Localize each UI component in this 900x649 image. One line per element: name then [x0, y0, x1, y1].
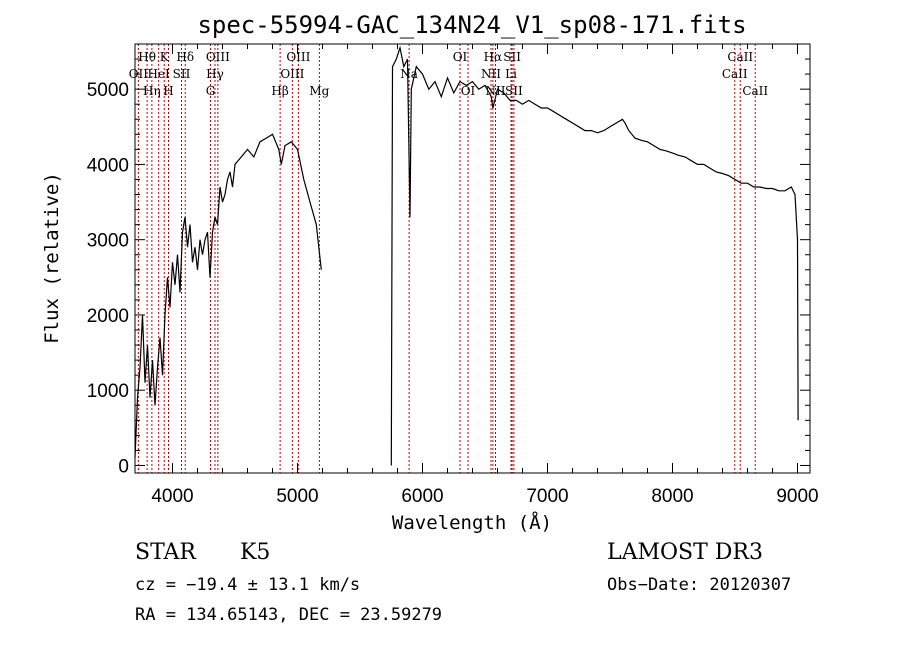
marker-label-15: NII [481, 67, 501, 81]
marker-label-19: H [163, 84, 173, 98]
spectrum-segment-0 [134, 133, 322, 458]
marker-label-25: SII [505, 84, 523, 98]
marker-label-6: Hα [484, 50, 503, 64]
x-tick-label: 5000 [276, 486, 318, 507]
x-axis-ticks: 4000 5000 6000 7000 8000 9000 [151, 44, 819, 507]
x-tick-label: 9000 [776, 486, 818, 507]
marker-label-17: CaII [722, 67, 748, 81]
marker-label-10: HeI [147, 67, 170, 81]
y-tick-label: 3000 [87, 231, 129, 252]
marker-label-11: SII [173, 67, 191, 81]
x-tick-label: 4000 [151, 486, 193, 507]
marker-label-0: Hθ [138, 50, 156, 64]
marker-label-13: OIII [280, 67, 304, 81]
marker-label-4: OIII [286, 50, 310, 64]
y-tick-label: 0 [118, 456, 129, 477]
marker-label-16: Li [505, 67, 517, 81]
marker-label-21: Hβ [271, 84, 288, 98]
redshift-text: cz = −19.4 ± 13.1 km/s [135, 575, 360, 595]
marker-label-20: G [206, 84, 216, 98]
x-tick-label: 8000 [651, 486, 693, 507]
x-axis-label: Wavelength (Å) [392, 511, 552, 534]
spectrum-segment-1 [390, 45, 799, 466]
y-tick-label: 5000 [87, 80, 129, 101]
x-tick-label: 6000 [401, 486, 443, 507]
coordinates-text: RA = 134.65143, DEC = 23.59279 [135, 605, 442, 625]
y-axis-ticks: 0 1000 2000 3000 4000 5000 [87, 58, 810, 477]
object-class: STAR [135, 540, 197, 565]
y-tick-label: 4000 [87, 155, 129, 176]
marker-label-3: OIII [206, 50, 230, 64]
y-axis-label: Flux (relative) [41, 172, 63, 344]
marker-label-2: Hδ [176, 50, 194, 64]
marker-label-5: OI [453, 50, 468, 64]
y-tick-label: 1000 [87, 381, 129, 402]
survey-name: LAMOST DR3 [607, 540, 763, 565]
emission-line-markers [137, 44, 756, 473]
marker-label-7: SII [503, 50, 521, 64]
marker-label-18: Hη [143, 84, 161, 98]
spectrum-series [134, 45, 799, 466]
marker-label-8: CaII [727, 50, 753, 64]
marker-label-23: OI [461, 84, 476, 98]
marker-label-26: CaII [742, 84, 768, 98]
marker-label-12: Hγ [206, 67, 224, 81]
marker-label-22: Mg [309, 84, 329, 98]
x-tick-label: 7000 [526, 486, 568, 507]
obs-date-text: Obs−Date: 20120307 [607, 575, 791, 595]
marker-label-1: K [160, 50, 170, 64]
chart-title: spec-55994-GAC_134N24_V1_sp08-171.fits [197, 11, 746, 39]
y-tick-label: 2000 [87, 306, 129, 327]
object-subclass: K5 [240, 540, 270, 565]
plot-frame [134, 43, 811, 474]
